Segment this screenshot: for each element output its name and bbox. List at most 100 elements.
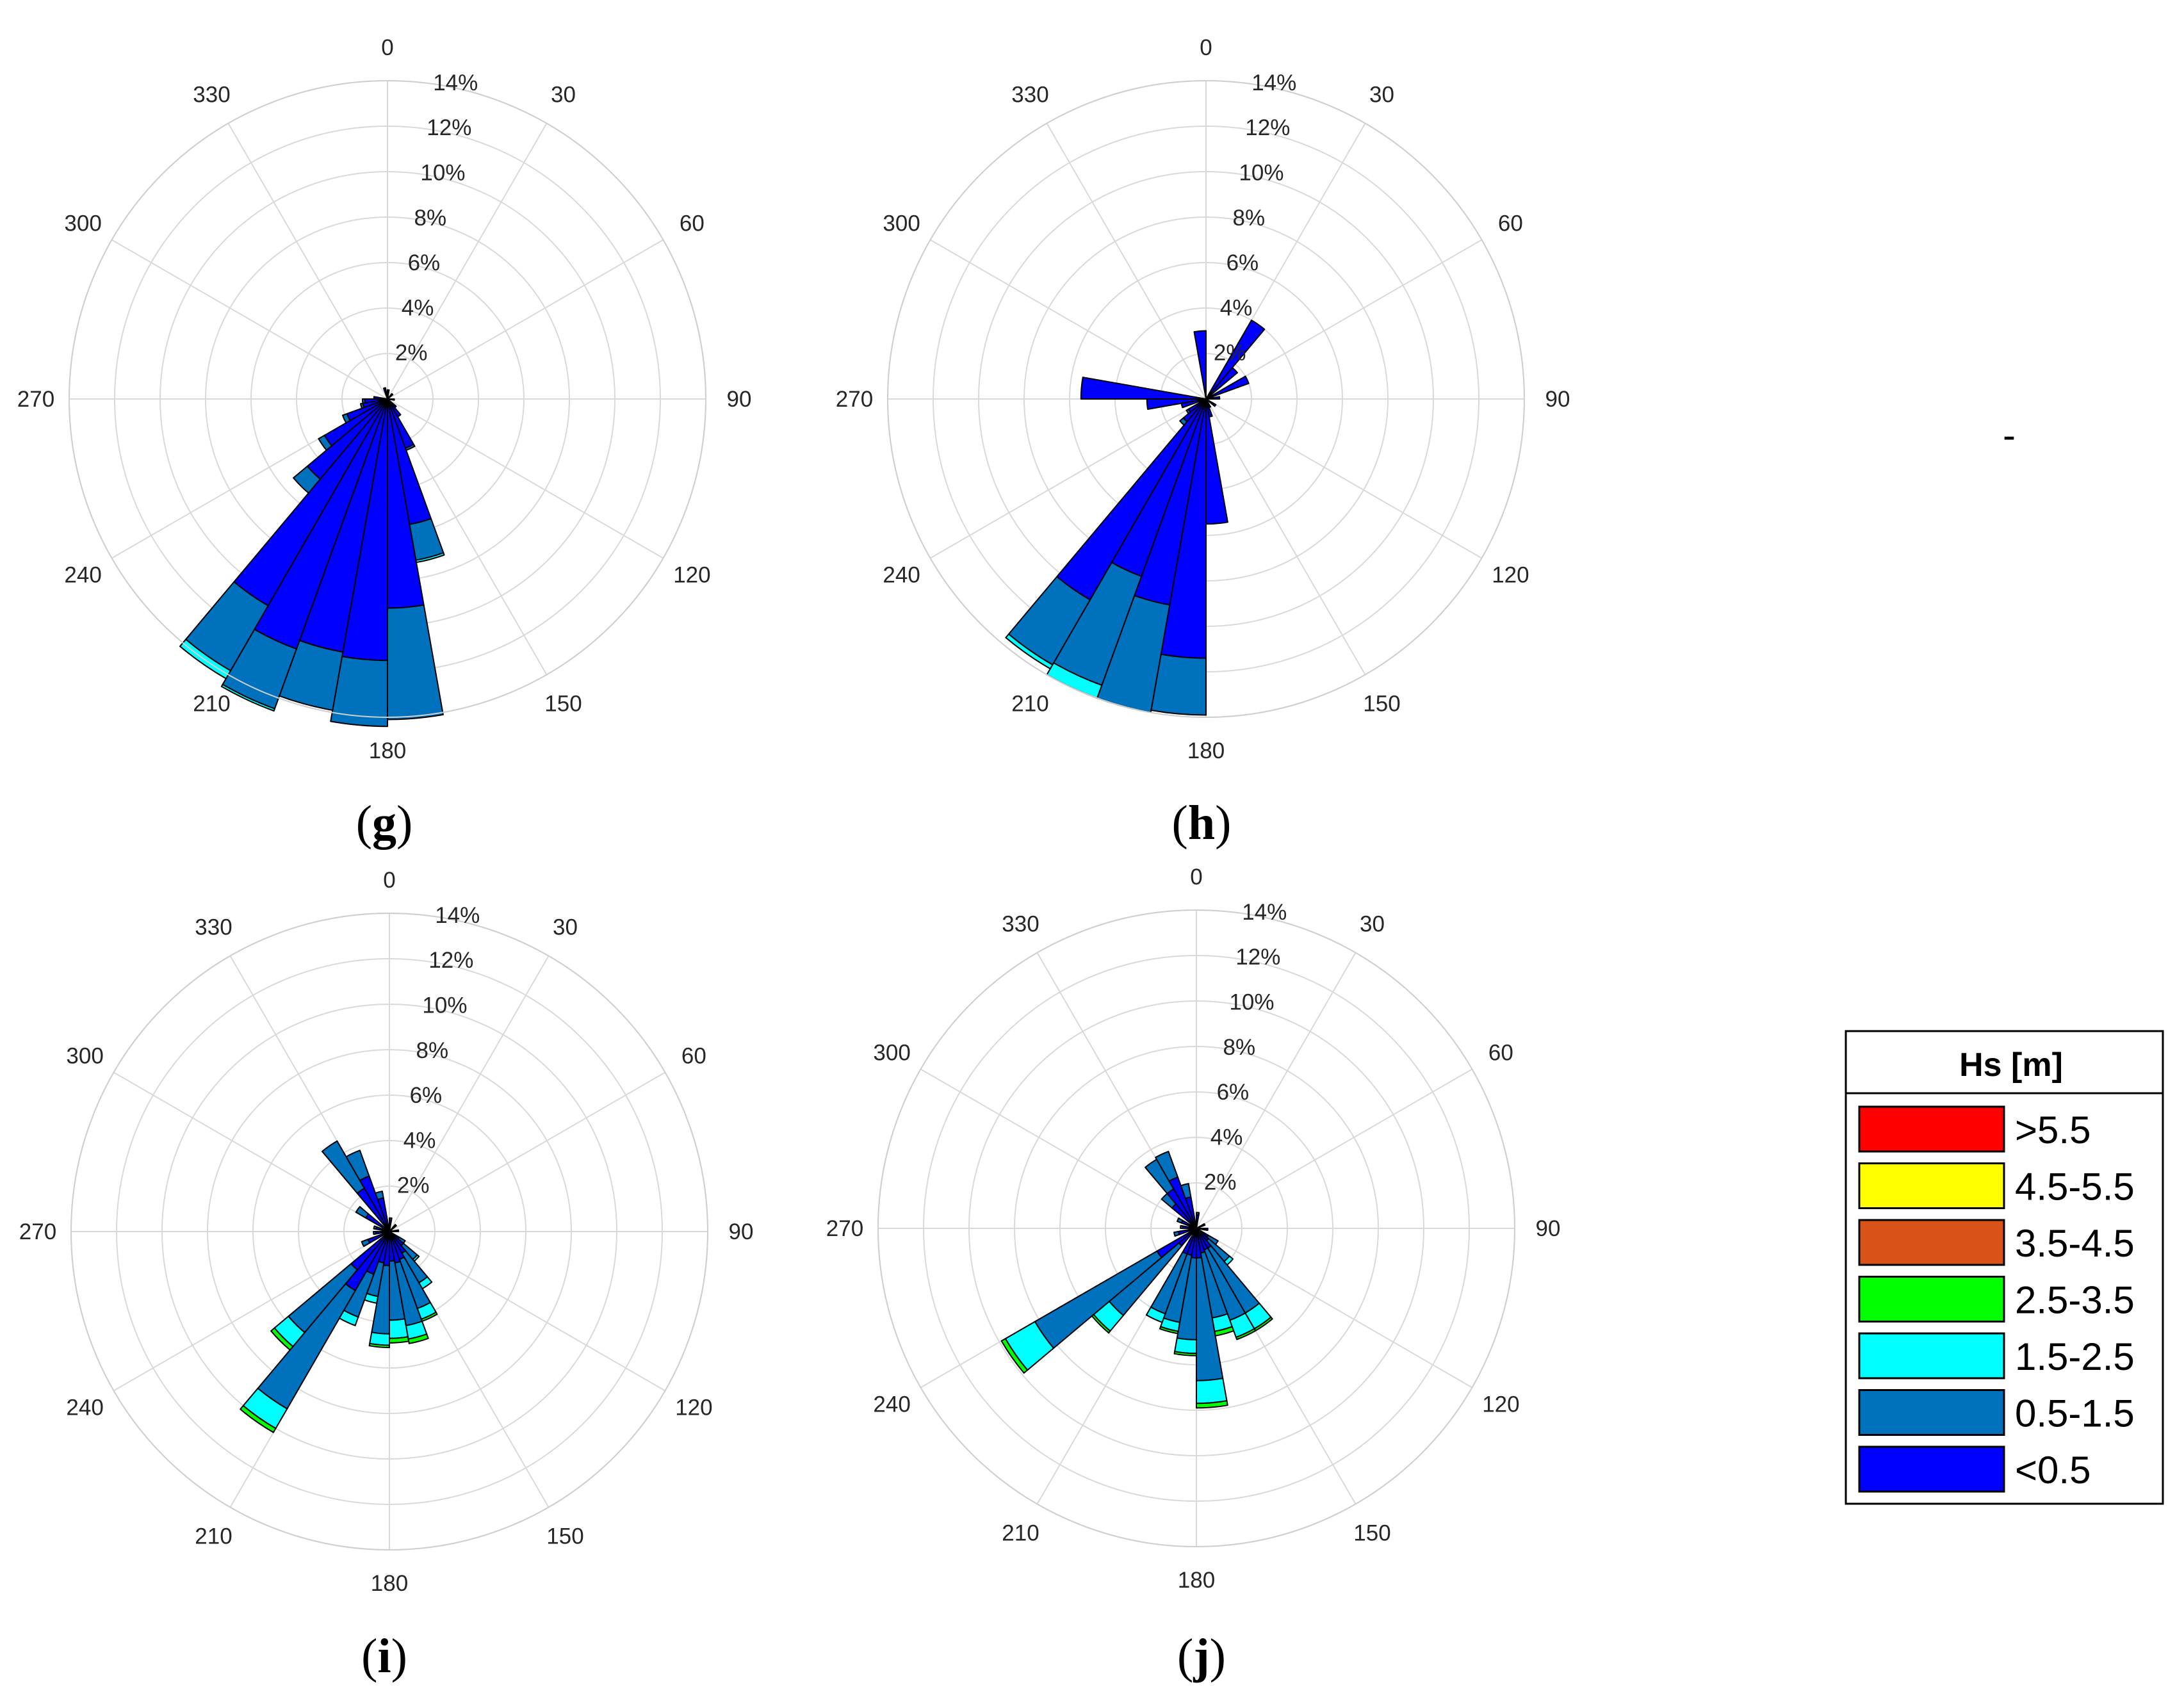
angle-tick-label: 330 bbox=[1002, 912, 1039, 937]
angle-tick-label: 0 bbox=[383, 868, 395, 893]
radial-tick-label: 14% bbox=[433, 70, 478, 95]
grid-spoke bbox=[920, 1068, 1197, 1229]
angle-tick-label: 30 bbox=[551, 83, 576, 108]
rose-wedge-1.5-2.5 bbox=[418, 1276, 433, 1290]
panel-label-h: (h) bbox=[1172, 796, 1232, 850]
angle-tick-label: 180 bbox=[369, 738, 406, 763]
radial-tick-label: 12% bbox=[1235, 945, 1280, 970]
legend-swatch bbox=[1858, 1389, 2005, 1436]
panel-label-i: (i) bbox=[361, 1629, 407, 1683]
angle-tick-label: 270 bbox=[836, 387, 873, 412]
angle-tick-label: 270 bbox=[17, 387, 54, 412]
radial-tick-label: 14% bbox=[1242, 900, 1287, 925]
rose-wedge-2.5-3.5 bbox=[1253, 1316, 1273, 1331]
rose-h: 0 30 60 90 120 150 180 210 240 270 300 330 2% 4% 6% 8% 1… bbox=[836, 35, 1570, 763]
radial-tick-label: 4% bbox=[1220, 295, 1253, 320]
angle-tick-label: 120 bbox=[1482, 1392, 1519, 1417]
rose-wedge-0.5-1.5 bbox=[1173, 1230, 1180, 1237]
radial-tick-label: 12% bbox=[427, 115, 471, 140]
grid-spoke bbox=[113, 1071, 390, 1232]
grid-spoke bbox=[389, 956, 550, 1232]
legend-label: >5.5 bbox=[2015, 1109, 2090, 1152]
rose-g: 0 30 60 90 120 150 180 210 240 270 300 330 2% 4% 6% 8% 1… bbox=[17, 35, 752, 763]
angle-tick-label: 30 bbox=[1360, 912, 1385, 937]
rose-wedge-<0.5 bbox=[1196, 1223, 1206, 1229]
angle-tick-label: 60 bbox=[680, 211, 705, 236]
radial-tick-label: 6% bbox=[1217, 1080, 1250, 1105]
rose-wedge-0.5-1.5 bbox=[293, 466, 321, 494]
grid-spoke bbox=[1196, 1228, 1472, 1388]
angle-tick-label: 240 bbox=[873, 1392, 910, 1417]
radial-tick-label: 4% bbox=[403, 1128, 436, 1153]
angle-tick-label: 300 bbox=[64, 211, 101, 236]
angle-tick-label: 180 bbox=[1187, 738, 1225, 763]
angle-tick-label: 60 bbox=[681, 1044, 706, 1069]
rose-wedge-2.5-3.5 bbox=[420, 1312, 438, 1323]
angle-tick-label: 30 bbox=[1369, 83, 1394, 108]
rose-wedge-0.5-1.5 bbox=[355, 1206, 370, 1219]
legend-label: 3.5-4.5 bbox=[2015, 1222, 2135, 1265]
rose-wedge-0.5-1.5 bbox=[322, 1140, 365, 1194]
rose-wedge-1.5-2.5 bbox=[1145, 1306, 1166, 1323]
radial-tick-label: 8% bbox=[1233, 206, 1266, 231]
angle-tick-label: 300 bbox=[873, 1041, 910, 1066]
legend-label: 2.5-3.5 bbox=[2015, 1279, 2135, 1322]
stray-dash-mark: - bbox=[2003, 414, 2016, 457]
grid-spoke bbox=[1205, 398, 1482, 559]
radial-tick-label: 10% bbox=[420, 161, 465, 186]
rose-wedge-0.5-1.5 bbox=[389, 1217, 393, 1221]
rose-wedge-<0.5 bbox=[382, 387, 388, 400]
angle-tick-label: 300 bbox=[883, 211, 920, 236]
rose-wedge-0.5-1.5 bbox=[361, 1239, 371, 1248]
rose-wedge-<0.5 bbox=[389, 1224, 397, 1232]
panel-label-j: (j) bbox=[1177, 1629, 1226, 1683]
rose-wedge-<0.5 bbox=[1205, 320, 1266, 400]
rose-wedge-<0.5 bbox=[1205, 398, 1217, 407]
rose-wedge-0.5-1.5 bbox=[1034, 1250, 1162, 1349]
rose-wedge-<0.5 bbox=[387, 393, 394, 400]
legend-swatch bbox=[1858, 1445, 2005, 1493]
grid-spoke bbox=[387, 398, 664, 559]
radial-tick-label: 8% bbox=[1223, 1035, 1256, 1060]
rose-wedge-2.5-3.5 bbox=[1159, 1326, 1179, 1335]
rose-wedge-1.5-2.5 bbox=[415, 552, 445, 564]
rose-j: 0 30 60 90 120 150 180 210 240 270 300 330 2% 4% 6% 8% 1… bbox=[826, 865, 1561, 1593]
rose-wedge-0.5-1.5 bbox=[341, 413, 351, 424]
rose-wedge-<0.5 bbox=[373, 396, 388, 400]
rose-wedge-<0.5 bbox=[387, 389, 390, 400]
outer-ring bbox=[887, 80, 1525, 718]
wave-roses: 03060901201501802102402703003302%4%6%8%1… bbox=[17, 35, 1570, 1596]
angle-tick-label: 30 bbox=[553, 915, 578, 940]
angle-tick-label: 180 bbox=[371, 1571, 408, 1596]
rose-wedge-<0.5 bbox=[389, 1229, 400, 1232]
legend-swatch bbox=[1858, 1332, 2005, 1380]
rose-wedge-2.5-3.5 bbox=[407, 1333, 429, 1344]
angle-tick-label: 270 bbox=[19, 1219, 56, 1244]
rose-wedge-2.5-3.5 bbox=[1173, 1351, 1197, 1356]
legend-label: 0.5-1.5 bbox=[2015, 1392, 2135, 1435]
angle-tick-label: 330 bbox=[195, 915, 232, 940]
rose-wedge-0.5-1.5 bbox=[1179, 417, 1188, 426]
legend-label: <0.5 bbox=[2015, 1449, 2090, 1492]
rose-wedge-0.5-1.5 bbox=[373, 1225, 377, 1230]
angle-tick-label: 120 bbox=[1492, 563, 1529, 588]
grid-spoke bbox=[1046, 123, 1207, 400]
grid-spoke bbox=[387, 239, 664, 400]
legend-label: 4.5-5.5 bbox=[2015, 1166, 2135, 1209]
outer-ring bbox=[877, 909, 1515, 1547]
rose-wedge-<0.5 bbox=[1080, 377, 1207, 400]
radial-tick-label: 4% bbox=[1210, 1125, 1243, 1150]
rose-wedge-<0.5 bbox=[387, 398, 395, 401]
rose-wedge-2.5-3.5 bbox=[389, 1336, 410, 1344]
radial-tick-label: 2% bbox=[397, 1173, 430, 1198]
rose-wedge-<0.5 bbox=[1205, 398, 1213, 418]
radial-tick-label: 12% bbox=[1245, 115, 1290, 140]
rose-wedge-0.5-1.5 bbox=[330, 656, 388, 728]
radial-tick-label: 8% bbox=[416, 1038, 449, 1063]
radial-tick-label: 4% bbox=[402, 295, 434, 320]
rose-wedge-0.5-1.5 bbox=[373, 1231, 377, 1235]
angle-tick-label: 60 bbox=[1498, 211, 1523, 236]
angle-tick-label: 210 bbox=[1011, 691, 1048, 716]
rose-wedge-0.5-1.5 bbox=[387, 604, 444, 720]
rose-wedge-1.5-2.5 bbox=[220, 683, 275, 712]
